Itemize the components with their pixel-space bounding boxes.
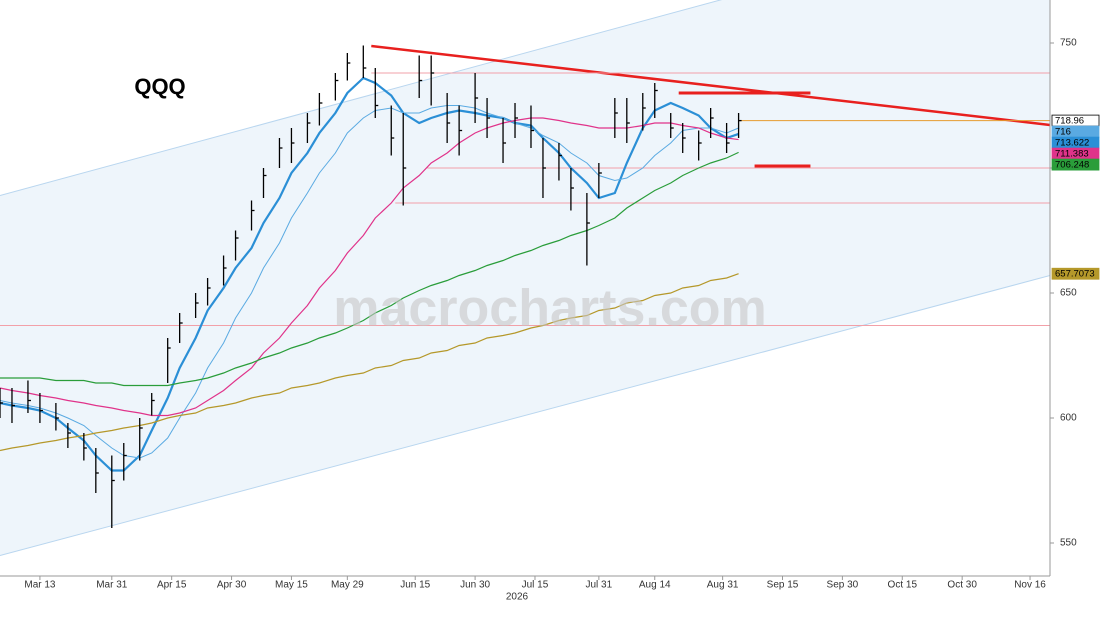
channel-line (0, 275, 1050, 556)
x-tick-label: Aug 31 (707, 580, 739, 591)
x-tick-label: Sep 30 (827, 580, 859, 591)
x-tick-label: Mar 31 (96, 580, 128, 591)
y-tick-label: 550 (1060, 538, 1077, 549)
x-tick-label: Jun 15 (400, 580, 430, 591)
x-tick-label: Apr 15 (157, 580, 187, 591)
last-value-label: 716 (1055, 127, 1071, 138)
x-axis-year: 2026 (506, 592, 529, 603)
last-value-label: 711.383 (1055, 149, 1089, 160)
x-tick-label: Sep 15 (767, 580, 799, 591)
chart-title: QQQ (134, 74, 185, 99)
ma-line (0, 151, 739, 387)
last-value-box (1051, 267, 1100, 280)
last-value-label: 713.622 (1055, 138, 1089, 149)
x-tick-label: Mar 13 (24, 580, 56, 591)
x-tick-label: Jul 31 (586, 580, 613, 591)
x-tick-label: Oct 15 (888, 580, 918, 591)
x-tick-label: May 29 (331, 580, 364, 591)
x-tick-label: Aug 14 (639, 580, 671, 591)
last-value-label: 657.7073 (1055, 269, 1095, 280)
last-value-label: 706.248 (1055, 160, 1089, 171)
channel-line (0, 0, 723, 196)
last-value-label: 718.96 (1055, 116, 1084, 127)
y-tick-label: 600 (1060, 413, 1077, 424)
x-tick-label: Jul 15 (522, 580, 549, 591)
channel-fill (0, 0, 1050, 556)
ma-line (0, 273, 739, 452)
x-tick-label: Jun 30 (460, 580, 490, 591)
y-tick-label: 650 (1060, 288, 1077, 299)
ma-line (0, 105, 739, 459)
last-value-box (1051, 158, 1100, 171)
x-tick-label: Apr 30 (217, 580, 247, 591)
annotation-line (371, 44, 1050, 127)
x-tick-label: Oct 30 (947, 580, 977, 591)
ma-line (0, 117, 739, 417)
watermark: macrocharts.com (333, 280, 767, 338)
plot-area (0, 0, 1050, 556)
ma-line (0, 76, 739, 472)
x-tick-label: May 15 (275, 580, 308, 591)
x-tick-label: Nov 16 (1014, 580, 1046, 591)
y-tick-label: 750 (1060, 38, 1077, 49)
